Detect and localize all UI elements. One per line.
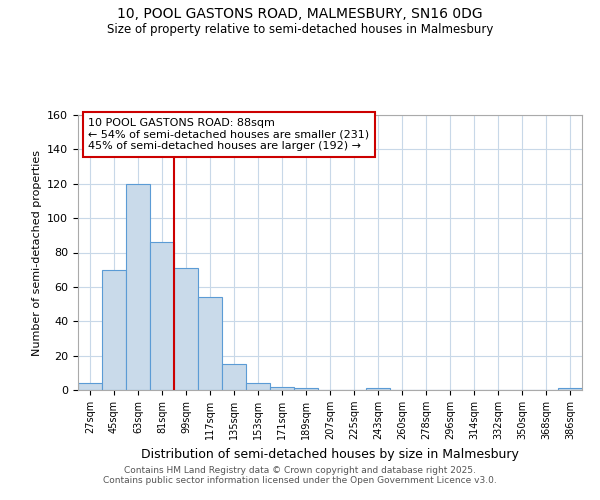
Bar xyxy=(366,388,390,390)
Bar xyxy=(150,242,174,390)
Bar xyxy=(270,386,294,390)
Text: Contains HM Land Registry data © Crown copyright and database right 2025.
Contai: Contains HM Land Registry data © Crown c… xyxy=(103,466,497,485)
Bar xyxy=(174,268,198,390)
Text: 10 POOL GASTONS ROAD: 88sqm
← 54% of semi-detached houses are smaller (231)
45% : 10 POOL GASTONS ROAD: 88sqm ← 54% of sem… xyxy=(88,118,369,151)
Y-axis label: Number of semi-detached properties: Number of semi-detached properties xyxy=(32,150,41,356)
Bar xyxy=(246,383,270,390)
Bar xyxy=(558,388,582,390)
Text: Size of property relative to semi-detached houses in Malmesbury: Size of property relative to semi-detach… xyxy=(107,22,493,36)
Bar xyxy=(222,364,246,390)
Bar xyxy=(126,184,150,390)
X-axis label: Distribution of semi-detached houses by size in Malmesbury: Distribution of semi-detached houses by … xyxy=(141,448,519,460)
Bar xyxy=(294,388,318,390)
Bar xyxy=(78,383,102,390)
Bar xyxy=(198,297,222,390)
Text: 10, POOL GASTONS ROAD, MALMESBURY, SN16 0DG: 10, POOL GASTONS ROAD, MALMESBURY, SN16 … xyxy=(117,8,483,22)
Bar xyxy=(102,270,126,390)
